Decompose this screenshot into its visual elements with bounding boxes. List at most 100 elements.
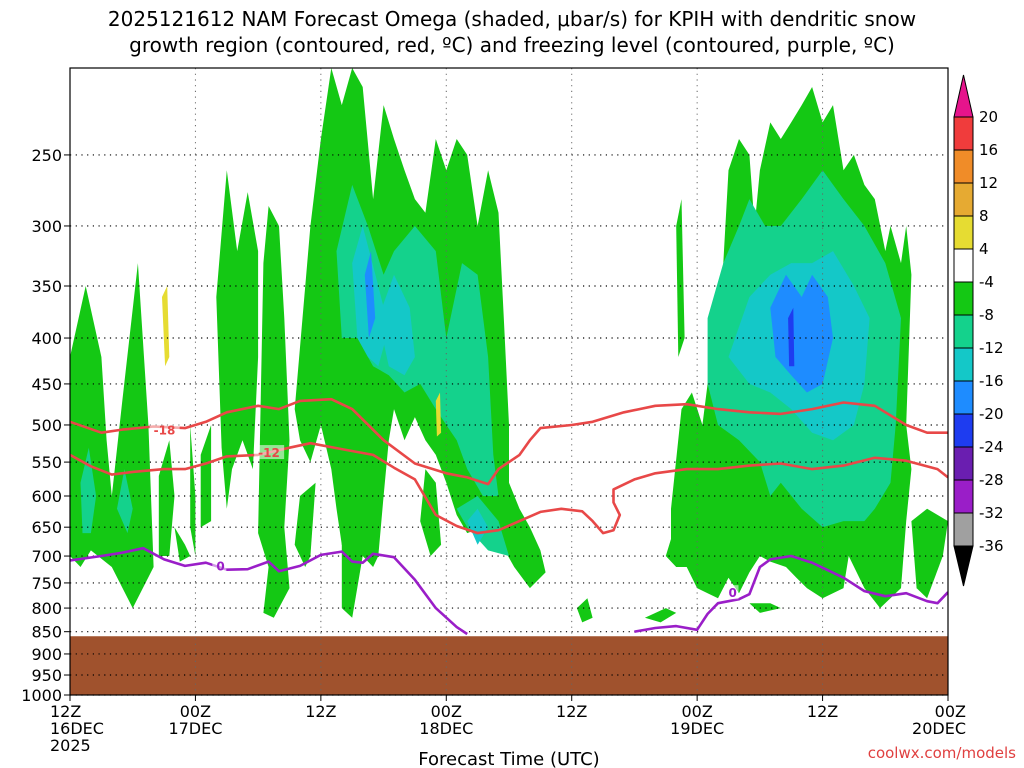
y-tick-300: 300 [31,217,62,236]
x-tick-12-line-1: 17DEC [168,719,222,738]
freezing-level-0-label: 0 [216,559,224,573]
x-tick-84-line-0: 00Z [935,702,966,721]
x-tick-36-line-0: 00Z [431,702,462,721]
colorbar-segment-8 [953,182,974,217]
y-tick-600: 600 [31,487,62,506]
omega-region-10 [420,469,442,556]
x-tick-0-line-1: 16DEC [50,719,104,738]
terrain [70,636,948,695]
colorbar-segment-16 [953,116,974,151]
colorbar-label--12: -12 [979,339,1004,357]
omega-region-11 [576,598,593,623]
plot-frame [69,67,949,696]
omega-region-16 [749,603,781,613]
x-tick-72-line-0: 12Z [807,702,838,721]
x-tick-60-line-1: 19DEC [670,719,724,738]
credit-text: coolwx.com/models [868,744,1016,762]
x-tick-36-line-1: 18DEC [419,719,473,738]
dgz-minus-12-label: -12 [258,446,280,460]
x-tick-0-line-2: 2025 [50,736,91,755]
omega-region-13 [676,199,685,357]
colorbar-extend-min [953,545,974,587]
y-tick-450: 450 [31,375,62,394]
x-tick-24-line-0: 12Z [305,702,336,721]
contours: -18 -12 0 0 [70,397,948,636]
omega-region-1 [158,440,175,556]
colorbar-segment-12 [953,149,974,184]
colorbar-label-8: 8 [979,207,989,225]
omega-region-24 [467,508,489,545]
x-axis-title: Forecast Time (UTC) [418,749,599,768]
colorbar-label--36: -36 [979,537,1004,555]
omega-region-9 [341,482,363,618]
colorbar-label-12: 12 [979,174,998,192]
colorbar-segment--24 [953,413,974,448]
dgz-minus-12-label-bg [254,445,285,460]
colorbar-label-4: 4 [979,240,989,258]
y-tick-350: 350 [31,277,62,296]
colorbar-segment--16 [953,347,974,382]
omega-region-29 [162,286,170,367]
omega-region-6 [258,206,290,618]
y-axis-ticks: 250 300 350 400 450 500 550 600 650 700 750 800 850 9… [21,146,70,705]
colorbar-label--32: -32 [979,504,1004,522]
chart-title-line-2: growth region (contoured, red, ºC) and f… [129,33,895,57]
y-tick-250: 250 [31,146,62,165]
y-tick-650: 650 [31,518,62,537]
y-tick-750: 750 [31,574,62,593]
y-tick-950: 950 [31,666,62,685]
omega-region-30 [435,392,442,437]
omega-region-4 [200,425,212,528]
freezing-level-0-line [70,546,468,636]
freezing-level-0-b-label-bg [724,585,739,600]
x-tick-60-line-0: 00Z [681,702,712,721]
dgz-minus-12-line [70,441,948,535]
y-tick-550: 550 [31,453,62,472]
x-tick-0-line-0: 12Z [50,702,81,721]
chart-title-line-1: 2025121612 NAM Forecast Omega (shaded, μ… [108,7,916,31]
y-tick-700: 700 [31,547,62,566]
y-tick-400: 400 [31,329,62,348]
freezing-level-0-b-line [634,554,948,633]
omega-region-19 [336,184,499,496]
colorbar-label--16: -16 [979,372,1004,390]
colorbar-segment--8 [953,281,974,316]
freezing-level-0-b-label: 0 [729,586,737,600]
colorbar-label--28: -28 [979,471,1004,489]
y-tick-500: 500 [31,416,62,435]
omega-region-15 [911,508,948,599]
dgz-minus-18-label: -18 [154,424,176,438]
colorbar-label--8: -8 [979,306,994,324]
colorbar-segment--20 [953,380,974,415]
omega-region-12 [644,608,677,623]
y-tick-850: 850 [31,623,62,642]
freezing-level-0-label-bg [212,558,227,573]
x-tick-12-line-0: 00Z [180,702,211,721]
omega-region-2 [174,527,191,562]
colorbar-label--20: -20 [979,405,1004,423]
y-tick-900: 900 [31,645,62,664]
colorbar-label--4: -4 [979,273,994,291]
colorbar-segment--36 [953,512,974,547]
terrain-fill [70,636,948,695]
colorbar-segment--12 [953,314,974,349]
colorbar-segment--28 [953,446,974,481]
omega-region-28 [788,307,795,367]
omega-region-5 [216,170,259,509]
x-tick-84-line-1: 20DEC [912,719,966,738]
omega-shading [70,68,948,623]
colorbar-extend-max [953,74,974,118]
omega-region-26 [364,251,376,338]
colorbar: -36 -32 -28 -24 -20 -16 -12 -8 -4 4 8 12 16 20 [953,74,1004,587]
y-tick-1000: 1000 [21,686,62,705]
colorbar-segment-4 [953,215,974,250]
dgz-minus-18-label-bg [149,422,180,437]
omega-region-18 [117,469,133,534]
omega-region-23 [378,274,415,376]
x-tick-48-line-0: 12Z [556,702,587,721]
omega-region-27 [770,274,833,393]
omega-region-3 [190,425,196,556]
colorbar-segment--32 [953,479,974,514]
